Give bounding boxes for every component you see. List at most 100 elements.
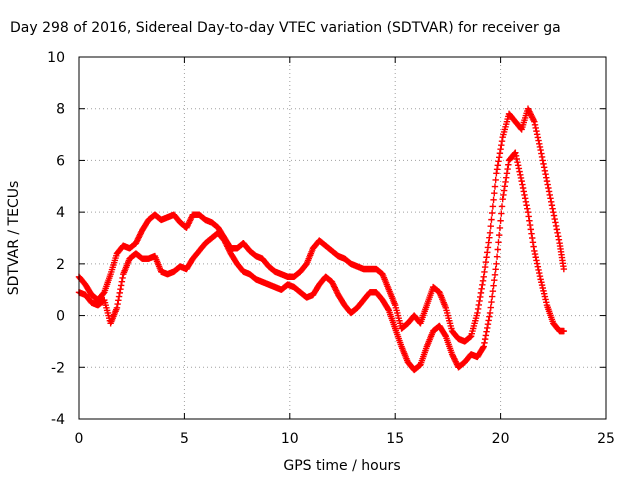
data-point-fill: [517, 174, 525, 182]
data-point-fill: [538, 281, 546, 289]
data-point-fill: [477, 293, 484, 301]
data-point-fill: [475, 301, 483, 309]
data-point-fill: [482, 258, 490, 266]
data-point-fill: [496, 224, 504, 232]
data-point-fill: [519, 181, 526, 188]
data-point-fill: [525, 213, 532, 220]
data-point-fill: [552, 219, 559, 226]
data-point-fill: [490, 282, 497, 289]
data-point-fill: [479, 277, 487, 285]
data-point-fill: [545, 188, 553, 195]
x-tick-label: 5: [180, 431, 189, 447]
data-point-fill: [116, 289, 123, 297]
data-point-fill: [523, 202, 530, 209]
data-point-fill: [517, 171, 524, 178]
data-point: [518, 177, 525, 185]
data-point-fill: [481, 339, 488, 347]
data-point-fill: [496, 150, 504, 157]
data-point-fill: [521, 191, 528, 199]
data-point-fill: [549, 205, 556, 212]
data-point-fill: [543, 174, 550, 181]
data-point-fill: [524, 205, 531, 212]
data-point-fill: [526, 221, 534, 229]
data-point-fill: [543, 299, 550, 306]
data-point-fill: [491, 271, 499, 278]
y-tick-label: 4: [56, 205, 65, 221]
data-point-fill: [554, 229, 561, 237]
data-point-fill: [115, 293, 123, 300]
data-point-fill: [495, 158, 502, 165]
data-point-fill: [498, 142, 505, 149]
data-point-fill: [479, 344, 487, 351]
chart-title: Day 298 of 2016, Sidereal Day-to-day VTE…: [10, 20, 561, 36]
data-point-fill: [522, 198, 530, 205]
data-point-fill: [550, 212, 558, 219]
data-point: [537, 146, 544, 154]
data-point-fill: [441, 331, 449, 339]
data-point-fill: [494, 162, 501, 169]
series-1: [75, 149, 568, 374]
data-point-fill: [489, 203, 497, 210]
data-point-fill: [119, 274, 126, 282]
data-point-fill: [491, 277, 498, 284]
data-point-fill: [478, 285, 485, 293]
data-point: [113, 304, 121, 312]
data-point-fill: [541, 293, 549, 300]
data-point-fill: [498, 137, 506, 145]
y-tick-label: 2: [56, 257, 65, 273]
data-point-fill: [384, 306, 392, 313]
plot-frame: [78, 56, 607, 420]
data-point-fill: [540, 287, 547, 295]
data-point-fill: [488, 298, 495, 306]
x-tick-label: 0: [75, 431, 84, 447]
series-0: [75, 105, 568, 345]
data-point-fill: [474, 305, 482, 313]
data-point-fill: [484, 249, 491, 256]
data-point-fill: [544, 181, 551, 188]
data-point-fill: [534, 134, 542, 141]
data-point-fill: [552, 222, 560, 230]
data-point-fill: [514, 158, 521, 166]
data-point-fill: [498, 203, 506, 210]
data-point-fill: [481, 263, 489, 271]
data-point-fill: [529, 234, 536, 242]
data-point-fill: [533, 127, 540, 135]
data-point-fill: [491, 183, 499, 190]
data-point-fill: [536, 273, 544, 280]
data-point-fill: [485, 317, 492, 324]
y-tick-label: -2: [51, 360, 65, 376]
data-point-fill: [535, 266, 542, 274]
data-point-fill: [492, 266, 499, 273]
data-point-fill: [539, 284, 546, 292]
data-point-fill: [533, 131, 541, 138]
data-point-fill: [117, 282, 125, 289]
data-point-fill: [481, 335, 489, 343]
x-tick-label: 25: [597, 431, 615, 447]
data-point-fill: [536, 143, 544, 151]
data-point-fill: [493, 166, 501, 173]
data-point-fill: [527, 226, 535, 233]
data-point-fill: [539, 157, 546, 164]
data-point-fill: [536, 140, 543, 147]
data-point-fill: [117, 285, 124, 293]
data-point-fill: [498, 210, 505, 217]
data-point-fill: [540, 160, 547, 168]
data-point-fill: [519, 184, 527, 192]
data-point: [537, 276, 544, 283]
data-point-fill: [538, 279, 545, 286]
data-point-fill: [548, 202, 556, 209]
x-tick-label: 15: [386, 431, 404, 447]
data-point-fill: [533, 260, 541, 267]
data-point-fill: [500, 187, 508, 194]
data-point-fill: [481, 268, 488, 276]
data-point-fill: [536, 269, 543, 277]
data-point-fill: [485, 239, 492, 246]
data-point-fill: [521, 195, 529, 202]
data-point-fill: [541, 167, 549, 174]
data-point-fill: [530, 243, 537, 250]
data-point: [493, 170, 500, 177]
data-point-fill: [546, 191, 553, 199]
data-point: [486, 229, 494, 237]
data-point-fill: [488, 293, 496, 300]
data-point: [531, 247, 538, 255]
